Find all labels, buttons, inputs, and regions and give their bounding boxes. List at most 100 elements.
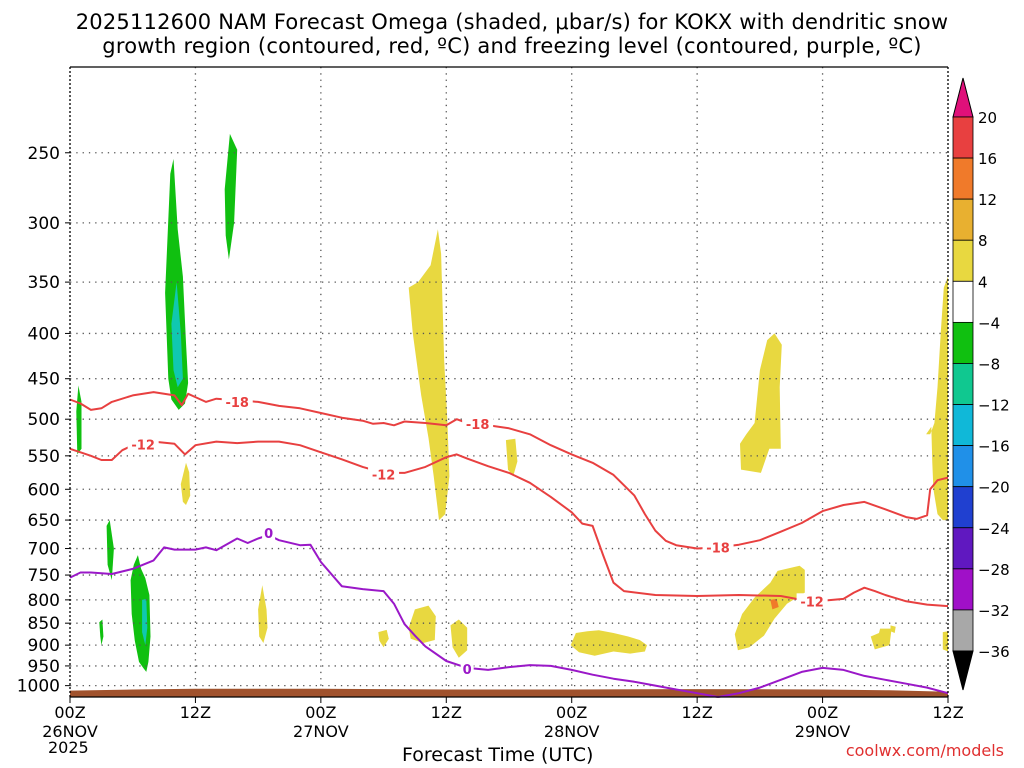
colorbar-label: −24 xyxy=(978,520,1010,538)
x-tick-label: 00Z xyxy=(54,703,85,722)
contour-label: -12 xyxy=(372,468,396,483)
omega-area-9 xyxy=(258,585,268,643)
y-tick-label: 350 xyxy=(28,273,60,293)
axes-layer: 250 300 350 400 450 500 550 600 650 700 750 800 850 9… xyxy=(17,66,964,741)
x-tick-label: 00Z xyxy=(305,703,336,722)
colorbar-box xyxy=(952,157,974,200)
omega-area-6 xyxy=(171,282,183,388)
colorbar-label: 20 xyxy=(978,109,997,127)
omega-area-13 xyxy=(450,619,468,658)
contour-label-bg xyxy=(221,393,253,409)
colorbar: 20 16 12 8 4 −4 −8 −12 −16 −20 −24 −28 −32 −36 xyxy=(952,77,1010,691)
x-axis-title: Forecast Time (UTC) xyxy=(402,744,594,766)
colorbar-box xyxy=(952,486,974,529)
colorbar-label: −16 xyxy=(978,438,1010,456)
omega-area-12 xyxy=(408,605,436,643)
colorbar-bottom-triangle xyxy=(952,650,974,691)
omega-area-0 xyxy=(76,385,82,455)
colorbar-box xyxy=(952,116,974,159)
contour-line-0b xyxy=(717,666,949,698)
contour-label: 0 xyxy=(463,663,472,678)
colorbar-label: −8 xyxy=(978,355,1000,373)
colorbar-box xyxy=(952,198,974,241)
y-tick-label: 750 xyxy=(28,566,60,586)
y-tick-label: 1000 xyxy=(17,677,60,697)
omega-area-22 xyxy=(926,276,948,521)
colorbar-box xyxy=(952,239,974,282)
omega-area-3 xyxy=(130,555,151,672)
omega-area-21 xyxy=(942,631,948,652)
contour-label: -12 xyxy=(131,438,155,453)
contour-label: -12 xyxy=(800,595,824,610)
omega-area-16 xyxy=(734,565,805,651)
colorbar-label: −36 xyxy=(978,643,1010,661)
omega-area-20 xyxy=(890,625,896,633)
colorbar-box xyxy=(952,363,974,405)
colorbar-top-triangle xyxy=(952,77,974,118)
contour-label-bg xyxy=(462,415,494,431)
contour-label: -18 xyxy=(225,396,249,411)
x-tick-sublabel: 27NOV xyxy=(293,722,349,741)
omega-area-10 xyxy=(408,229,450,521)
year-label: 2025 xyxy=(48,738,89,757)
omega-area-17 xyxy=(740,333,782,473)
y-tick-label: 700 xyxy=(28,540,60,560)
x-tick-label: 00Z xyxy=(807,703,838,722)
y-tick-label: 950 xyxy=(28,657,60,677)
colorbar-box xyxy=(952,609,974,652)
colorbar-label: −12 xyxy=(978,397,1010,415)
ground-layer xyxy=(70,688,948,697)
colorbar-label: −28 xyxy=(978,561,1010,579)
colorbar-label: −4 xyxy=(978,314,1000,332)
y-tick-label: 500 xyxy=(28,410,60,430)
y-tick-label: 250 xyxy=(28,144,60,164)
chart-title-line2: growth region (contoured, red, ºC) and f… xyxy=(102,34,922,58)
y-tick-label: 650 xyxy=(28,511,60,531)
contour-label: 0 xyxy=(264,527,273,542)
omega-area-15 xyxy=(570,630,647,656)
colorbar-label: −32 xyxy=(978,602,1010,620)
x-tick-label: 12Z xyxy=(431,703,462,722)
x-tick-sublabel: 26NOV xyxy=(42,722,98,741)
omega-area-8 xyxy=(180,462,191,505)
colorbar-box xyxy=(952,527,974,570)
colorbar-label: 16 xyxy=(978,150,997,168)
y-tick-label: 300 xyxy=(28,214,60,234)
omega-area-4 xyxy=(142,598,148,646)
x-tick-sublabel: 29NOV xyxy=(795,722,851,741)
grid-layer xyxy=(70,67,948,697)
omega-area-1 xyxy=(106,520,114,581)
x-tick-label: 12Z xyxy=(932,703,963,722)
contour-label-bg xyxy=(262,524,276,540)
x-tick-label: 12Z xyxy=(681,703,712,722)
contour-label-bg xyxy=(460,661,474,677)
omega-area-2 xyxy=(99,619,104,646)
source-credit[interactable]: coolwx.com/models xyxy=(845,741,1004,760)
colorbar-box xyxy=(952,280,974,323)
y-tick-label: 550 xyxy=(28,447,60,467)
y-tick-label: 800 xyxy=(28,591,60,611)
omega-area-14 xyxy=(505,438,518,477)
colorbar-box xyxy=(952,404,974,447)
omega-area-19 xyxy=(870,628,892,650)
y-tick-label: 450 xyxy=(28,370,60,390)
colorbar-box xyxy=(952,568,974,611)
y-tick-label: 850 xyxy=(28,614,60,634)
contour-layer: -18 -18 -18 -12 -12 -12 0 0 xyxy=(69,391,949,698)
y-tick-label: 400 xyxy=(28,324,60,344)
x-tick-label: 12Z xyxy=(180,703,211,722)
y-tick-label: 600 xyxy=(28,480,60,500)
omega-area-11 xyxy=(378,629,389,648)
contour-label: -18 xyxy=(466,418,490,433)
contour-label-bg xyxy=(127,436,159,452)
chart-title-line1: 2025112600 NAM Forecast Omega (shaded, μ… xyxy=(75,10,949,34)
colorbar-box xyxy=(952,445,974,488)
contour-label-bg xyxy=(796,593,828,609)
colorbar-box xyxy=(952,321,974,364)
omega-area-18 xyxy=(770,598,779,610)
ground-area xyxy=(70,688,948,697)
colorbar-label: −20 xyxy=(978,479,1010,497)
omega-shading-layer xyxy=(76,133,948,672)
colorbar-label: 4 xyxy=(978,273,988,291)
contour-label-bg xyxy=(368,466,400,482)
